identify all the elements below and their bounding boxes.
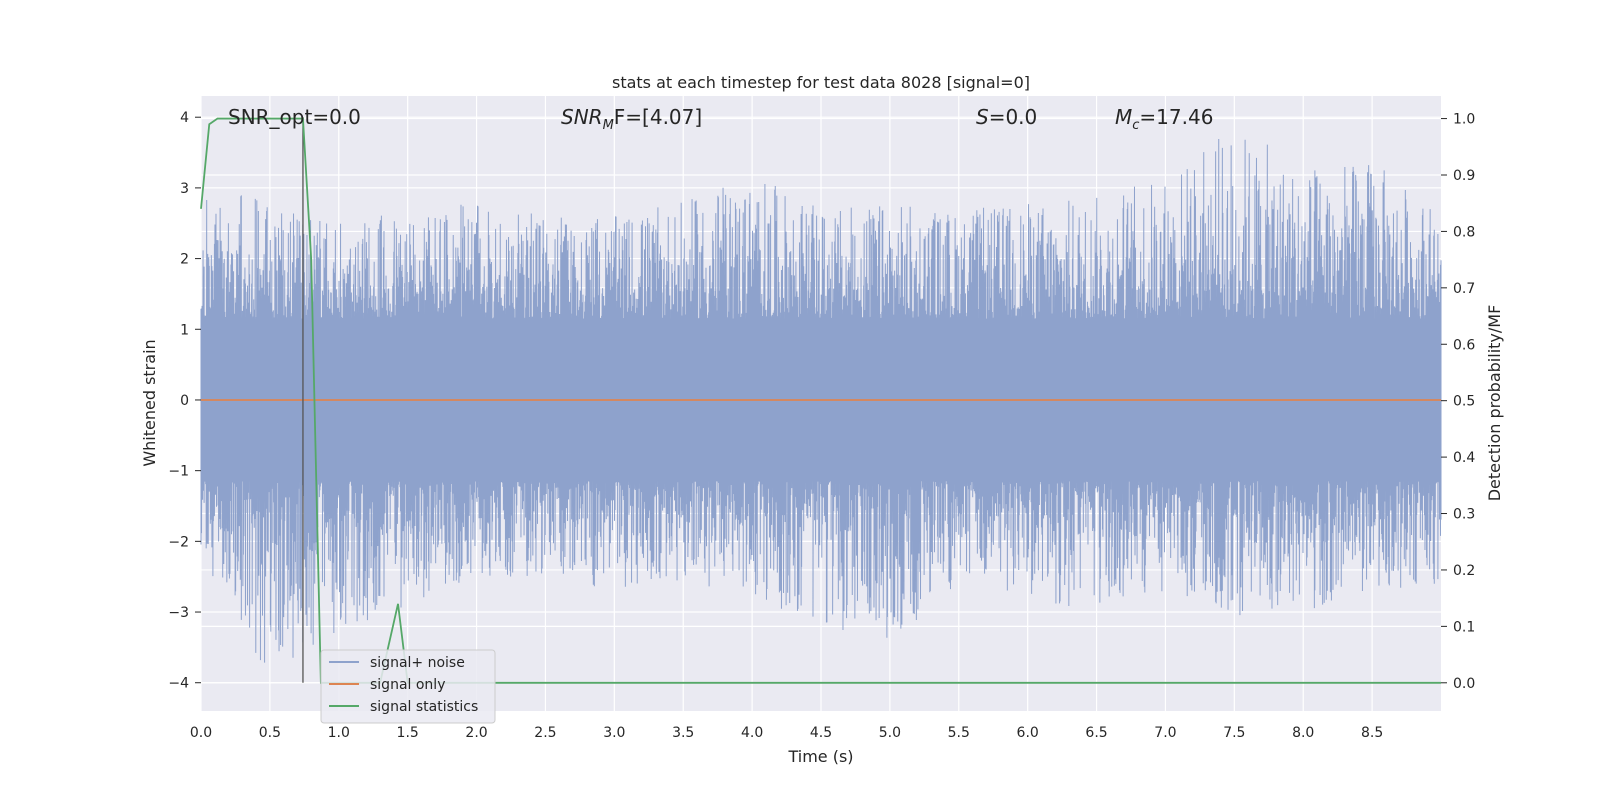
x-tick-label: 1.5 [397,725,419,741]
annotation-mc-symbol: M [1115,105,1132,129]
y-tick-label: 4 [180,110,189,126]
x-tick-label: 8.5 [1361,725,1383,741]
x-tick-label: 5.5 [948,725,970,741]
annotation-snr-mf-symbol: SNR [561,105,603,129]
y2-tick-label: 1.0 [1453,112,1475,128]
y2-tick-label: 0.0 [1453,676,1475,692]
y2-tick-label: 0.2 [1453,563,1475,579]
y2-tick-label: 0.7 [1453,281,1475,297]
x-tick-label: 0.5 [259,725,281,741]
y-tick-label: 0 [180,393,189,409]
x-tick-label: 6.5 [1085,725,1107,741]
x-tick-label: 3.0 [603,725,625,741]
x-axis-label: Time (s) [787,747,853,766]
y2-tick-label: 0.8 [1453,224,1475,240]
y-tick-labels: 4 3 2 1 0 −1 −2 −3 −4 [168,110,201,692]
x-tick-label: 3.5 [672,725,694,741]
chart-title: stats at each timestep for test data 802… [612,73,1030,92]
annotation-s-value: =0.0 [989,105,1038,129]
y2-tick-label: 0.1 [1453,619,1475,635]
legend: signal+ noise signal only signal statist… [320,649,496,724]
y-tick-label: −3 [168,605,189,621]
annotation-s: S=0.0 [976,105,1037,129]
x-tick-label: 4.5 [810,725,832,741]
y2-tick-label: 0.9 [1453,168,1475,184]
y2-tick-labels: 1.0 0.9 0.8 0.7 0.6 0.5 0.4 0.3 0.2 0.1 0.0 [1441,112,1475,692]
x-tick-label: 1.0 [328,725,350,741]
legend-label-signal-noise: signal+ noise [370,655,465,671]
annotation-snr-mf-subscript: M [603,118,614,133]
x-tick-label: 2.0 [465,725,487,741]
y-tick-label: 2 [180,252,189,268]
y-tick-label: −4 [168,676,189,692]
y-tick-label: −1 [168,464,189,480]
y-tick-label: 3 [180,181,189,197]
y2-tick-label: 0.3 [1453,507,1475,523]
annotation-mc-subscript: c [1132,118,1139,133]
legend-box [320,649,496,724]
annotation-s-symbol: S [976,105,989,129]
noise-trace [200,139,1442,663]
x-tick-label: 7.5 [1223,725,1245,741]
annotation-mc-value: =17.46 [1139,105,1213,129]
y2-axis-label: Detection probability/MF [1485,305,1504,502]
y2-tick-label: 0.5 [1453,394,1475,410]
x-tick-label: 8.0 [1292,725,1314,741]
x-tick-label: 0.0 [190,725,212,741]
y-tick-label: 1 [180,322,189,338]
legend-label-signal-only: signal only [370,677,445,693]
x-tick-labels: 0.0 0.5 1.0 1.5 2.0 2.5 3.0 3.5 4.0 4.5 5.0 5.5 6.0 6… [190,725,1383,741]
annotation-snr-opt: SNR_opt=0.0 [228,105,361,129]
x-tick-label: 4.0 [741,725,763,741]
x-tick-label: 7.0 [1154,725,1176,741]
annotation-mc: Mc=17.46 [1115,105,1213,133]
annotation-snr-mf-value: F=[4.07] [614,105,702,129]
y2-tick-label: 0.4 [1453,450,1475,466]
y-tick-label: −2 [168,534,189,550]
x-tick-label: 2.5 [534,725,556,741]
x-tick-label: 6.0 [1017,725,1039,741]
legend-label-signal-statistics: signal statistics [370,699,478,715]
x-tick-label: 5.0 [879,725,901,741]
annotation-snr-mf: SNRMF=[4.07] [561,105,702,133]
y-axis-label: Whitened strain [140,339,159,466]
y2-tick-label: 0.6 [1453,337,1475,353]
